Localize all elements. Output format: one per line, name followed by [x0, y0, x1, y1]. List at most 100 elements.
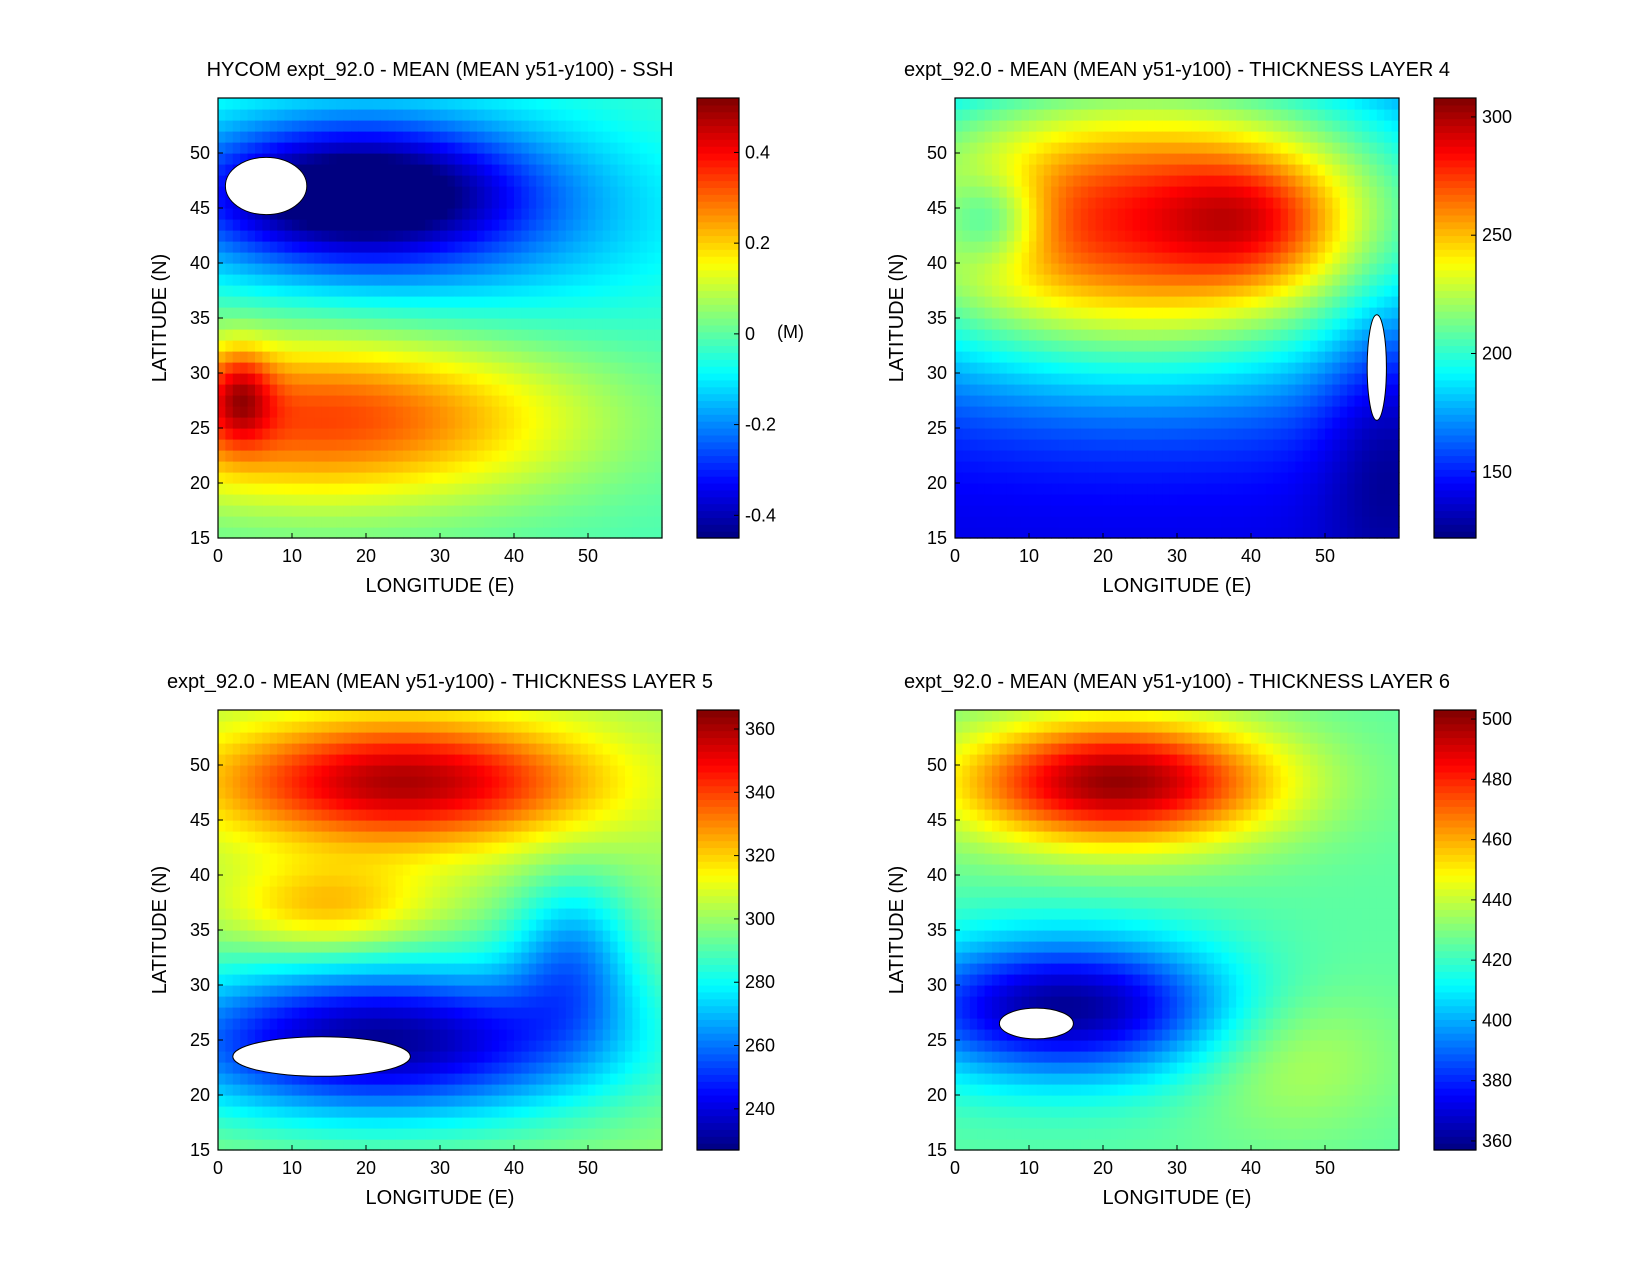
- field-cell: [1214, 230, 1222, 242]
- field-cell: [647, 175, 656, 187]
- field-cell: [543, 274, 552, 286]
- field-cell: [1021, 219, 1030, 231]
- field-cell: [1066, 186, 1074, 198]
- field-cell: [1110, 175, 1119, 187]
- field-cell: [521, 406, 530, 418]
- field-cell: [588, 461, 596, 473]
- field-cell: [351, 395, 360, 407]
- field-cell: [992, 406, 1000, 418]
- field-cell: [1354, 296, 1363, 308]
- field-cell: [1251, 164, 1259, 176]
- field-cell: [1265, 186, 1274, 198]
- field-cell: [410, 109, 419, 121]
- field-cell: [962, 340, 971, 352]
- field-cell: [573, 340, 582, 352]
- field-cell: [1265, 527, 1274, 539]
- field-cell: [1147, 318, 1156, 330]
- field-cell: [484, 351, 493, 363]
- field-cell: [277, 351, 286, 363]
- field-cell: [343, 472, 352, 484]
- field-cell: [1110, 263, 1119, 275]
- field-cell: [232, 351, 241, 363]
- field-cell: [388, 186, 397, 198]
- field-cell: [1199, 274, 1208, 286]
- field-cell: [1347, 175, 1356, 187]
- field-cell: [1376, 219, 1385, 231]
- field-cell: [314, 318, 323, 330]
- field-cell: [1354, 428, 1363, 440]
- field-cell: [1325, 472, 1333, 484]
- field-cell: [218, 230, 226, 242]
- field-cell: [506, 285, 515, 297]
- field-cell: [528, 527, 537, 539]
- field-cell: [647, 230, 656, 242]
- field-cell: [1103, 208, 1111, 220]
- field-cell: [999, 406, 1008, 418]
- field-cell: [1058, 307, 1067, 319]
- field-cell: [558, 329, 567, 341]
- field-cell: [1280, 373, 1289, 385]
- field-cell: [1080, 285, 1089, 297]
- field-cell: [1117, 406, 1126, 418]
- field-cell: [1014, 395, 1023, 407]
- field-cell: [1280, 285, 1289, 297]
- field-cell: [269, 98, 278, 110]
- field-cell: [1125, 98, 1134, 110]
- field-cell: [1058, 197, 1067, 209]
- field-cell: [1339, 219, 1348, 231]
- field-cell: [1058, 505, 1067, 517]
- field-cell: [1243, 197, 1252, 209]
- field-cell: [1184, 516, 1193, 528]
- field-cell: [506, 450, 515, 462]
- field-cell: [269, 439, 278, 451]
- field-cell: [388, 274, 397, 286]
- field-cell: [410, 131, 419, 143]
- field-cell: [1376, 450, 1385, 462]
- field-cell: [1073, 384, 1082, 396]
- field-cell: [1177, 186, 1185, 198]
- field-cell: [565, 395, 574, 407]
- field-cell: [1325, 164, 1333, 176]
- field-cell: [1140, 230, 1148, 242]
- field-cell: [425, 241, 434, 253]
- field-cell: [1347, 450, 1356, 462]
- field-cell: [1132, 395, 1141, 407]
- field-cell: [1154, 109, 1163, 121]
- field-cell: [351, 417, 360, 429]
- field-cell: [654, 340, 663, 352]
- field-cell: [1273, 450, 1282, 462]
- field-cell: [440, 153, 448, 165]
- field-cell: [558, 164, 567, 176]
- field-cell: [1095, 241, 1104, 253]
- field-cell: [1273, 505, 1282, 517]
- field-cell: [1043, 428, 1052, 440]
- field-cell: [1236, 219, 1245, 231]
- field-cell: [625, 483, 633, 495]
- field-cell: [1384, 164, 1393, 176]
- field-cell: [1265, 505, 1274, 517]
- field-cell: [551, 472, 559, 484]
- field-cell: [1147, 494, 1156, 506]
- field-cell: [321, 362, 330, 374]
- field-cell: [373, 483, 382, 495]
- field-cell: [1302, 263, 1311, 275]
- field-cell: [321, 263, 330, 275]
- field-cell: [425, 450, 434, 462]
- field-cell: [1273, 428, 1282, 440]
- field-cell: [1280, 384, 1289, 396]
- field-cell: [602, 494, 611, 506]
- field-cell: [343, 384, 352, 396]
- field-cell: [1021, 230, 1030, 242]
- field-cell: [1362, 461, 1370, 473]
- field-cell: [484, 494, 493, 506]
- field-cell: [306, 516, 315, 528]
- field-cell: [284, 208, 293, 220]
- field-cell: [1391, 318, 1400, 330]
- field-cell: [1088, 472, 1097, 484]
- field-cell: [336, 263, 345, 275]
- field-cell: [440, 142, 448, 154]
- field-cell: [595, 439, 604, 451]
- field-cell: [1347, 219, 1356, 231]
- colorbar-tick-label: 0.4: [745, 142, 770, 162]
- field-cell: [1369, 505, 1378, 517]
